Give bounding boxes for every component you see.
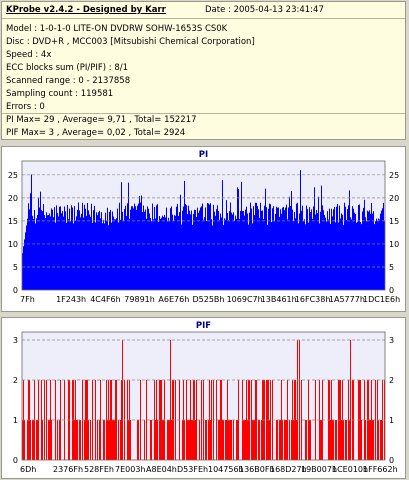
x-tick-label: 104756h bbox=[208, 465, 244, 474]
y-tick-label-right: 3 bbox=[389, 336, 394, 345]
y-tick-label: 10 bbox=[8, 240, 18, 249]
y-tick-label: 2 bbox=[13, 376, 18, 385]
model-line: Model : 1-0-1-0 LITE-ON DVDRW SOHW-1653S… bbox=[6, 24, 228, 34]
y-tick-label-right: 10 bbox=[389, 240, 399, 249]
y-tick-label-right: 5 bbox=[389, 263, 394, 272]
x-tick-label: 168D27h bbox=[270, 465, 307, 474]
x-tick-label: 6Dh bbox=[20, 465, 36, 474]
y-tick-label-right: 0 bbox=[389, 286, 394, 295]
x-tick-label: 4C4F6h bbox=[90, 295, 121, 304]
x-tick-label: D53FEh bbox=[177, 465, 208, 474]
separator bbox=[2, 113, 405, 114]
speed-line: Speed : 4x bbox=[6, 50, 52, 60]
x-tick-label: D525Bh bbox=[193, 295, 225, 304]
pif-chart-title: PIF bbox=[195, 321, 212, 331]
y-tick-label-right: 1 bbox=[389, 416, 394, 425]
x-tick-label: 136B0Fh bbox=[239, 465, 275, 474]
plot-frame bbox=[21, 160, 386, 291]
pif-chart-panel: PIF 0 0 1 1 2 2 3 3 6Dh 2376Fh 528FEh 7E003h A8E04h D… bbox=[1, 317, 406, 479]
x-tick-label: 1DC1E6h bbox=[363, 295, 400, 304]
x-tick-label: A8E04h bbox=[146, 465, 177, 474]
x-tick-label: 7E003h bbox=[115, 465, 145, 474]
y-tick-label-right: 25 bbox=[389, 171, 399, 180]
pif-summary-line: PIF Max= 3 , Average= 0,02 , Total= 2924 bbox=[6, 128, 186, 138]
y-tick-label-right: 15 bbox=[389, 217, 399, 226]
pi-chart-panel: PI 0 0 5 5 10 10 15 15 20 20 25 25 7Fh 1F243h 4C4F6h 79… bbox=[1, 146, 406, 312]
y-tick-label-right: 2 bbox=[389, 376, 394, 385]
pi-chart-title: PI bbox=[198, 150, 209, 160]
plot-frame bbox=[21, 331, 386, 461]
y-tick-label: 5 bbox=[13, 263, 18, 272]
app-title: KProbe v2.4.2 - Designed by Karr bbox=[6, 5, 166, 15]
y-tick-label-right: 20 bbox=[389, 194, 399, 203]
range-line: Scanned range : 0 - 2137858 bbox=[6, 76, 131, 86]
x-tick-label: 13B461h bbox=[261, 295, 297, 304]
info-panel: KProbe v2.4.2 - Designed by Karr Date : … bbox=[1, 1, 406, 140]
x-tick-label: 1069C7h bbox=[227, 295, 263, 304]
y-tick-label: 20 bbox=[8, 194, 18, 203]
x-tick-label: 528FEh bbox=[84, 465, 114, 474]
y-tick-label: 25 bbox=[8, 171, 18, 180]
pi-chart: 0 0 5 5 10 10 15 15 20 20 25 25 7Fh 1F243h 4C4F6h 79891… bbox=[8, 160, 400, 304]
sampling-line: Sampling count : 119581 bbox=[6, 89, 114, 99]
y-tick-label: 3 bbox=[13, 336, 18, 345]
x-tick-label: 1A5777h bbox=[329, 295, 365, 304]
disc-line: Disc : DVD+R , MCC003 [Mitsubishi Chemic… bbox=[6, 37, 255, 47]
y-tick-label: 15 bbox=[8, 217, 18, 226]
x-tick-label: 1CE010h bbox=[332, 465, 368, 474]
y-tick-label-right: 0 bbox=[389, 456, 394, 465]
x-tick-label: 1F243h bbox=[56, 295, 86, 304]
errors-line: Errors : 0 bbox=[6, 102, 45, 112]
y-tick-label: 0 bbox=[13, 456, 18, 465]
scan-date: Date : 2005-04-13 23:41:47 bbox=[205, 5, 324, 15]
x-tick-label: A6E76h bbox=[158, 295, 189, 304]
y-tick-label: 1 bbox=[13, 416, 18, 425]
x-tick-label: 16FC38h bbox=[295, 295, 331, 304]
pi-summary-line: PI Max= 29 , Average= 9,71 , Total= 1522… bbox=[6, 115, 197, 125]
pif-chart: 0 0 1 1 2 2 3 3 6Dh 2376Fh 528FEh 7E003h A8E04h D53FE… bbox=[13, 331, 398, 474]
y-tick-label: 0 bbox=[13, 286, 18, 295]
x-tick-label: 79891h bbox=[124, 295, 155, 304]
ecc-line: ECC blocks sum (PI/PIF) : 8/1 bbox=[6, 63, 129, 73]
x-tick-label: 7Fh bbox=[20, 295, 35, 304]
x-tick-label: 19B007h bbox=[301, 465, 337, 474]
x-tick-label: 1FF662h bbox=[363, 465, 398, 474]
separator bbox=[2, 18, 405, 19]
x-tick-label: 2376Fh bbox=[53, 465, 83, 474]
